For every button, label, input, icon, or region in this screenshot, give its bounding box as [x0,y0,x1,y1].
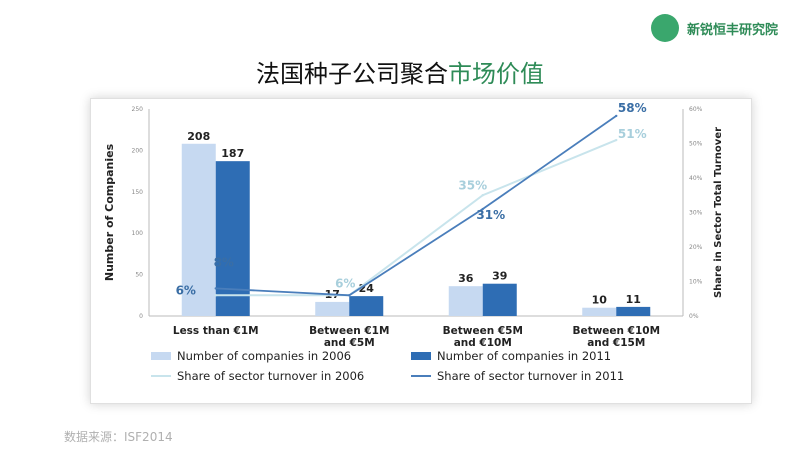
brand-logo: 新锐恒丰研究院 [650,14,778,42]
y2-tick-label: 20% [689,244,703,251]
bar-value-label: 10 [592,294,608,307]
series-point [481,207,484,211]
y2-tick-label: 10% [689,279,703,286]
y-tick-label: 100 [132,230,144,237]
line-value-label: 51% [618,127,647,141]
y-tick-label: 150 [132,189,144,196]
x-tick-label: and €15M [587,337,645,349]
x-tick-label: Between €5M [443,325,523,337]
y2-tick-label: 30% [689,210,703,217]
legend-label: Share of sector turnover in 2006 [177,369,364,383]
bar-value-label: 39 [492,270,507,283]
y2-axis-title: Share in Sector Total Turnover [713,127,724,298]
bar [215,161,250,316]
bar-value-label: 11 [626,293,641,306]
bar [181,143,216,316]
series-point [481,194,484,197]
bar [315,301,350,316]
line-value-label: 6% [176,283,196,297]
y2-tick-label: 0% [689,313,699,320]
series-line [215,139,617,297]
source-note: 数据来源：ISF2014 [64,430,173,444]
legend-swatch [151,352,171,360]
x-tick-label: and €5M [324,337,375,349]
bar-value-label: 187 [221,147,244,160]
series-point [615,114,618,118]
y-tick-label: 250 [132,106,144,113]
x-tick-label: Less than €1M [173,325,259,337]
bar [448,286,483,316]
chart-svg: 0 50 100 150 200 250 0% 10% 20% 30% 40% 50% 60% Numbe… [103,101,724,383]
legend-label: Share of sector turnover in 2011 [437,369,624,383]
page-title-main: 法国种子公司聚合 [256,60,448,88]
y2-tick-label: 60% [689,106,703,113]
legend-label: Number of companies in 2006 [177,349,351,363]
page-title: 法国种子公司聚合市场价值 [0,54,800,89]
series-point [615,138,618,142]
bar-value-label: 208 [187,130,210,143]
x-tick-label: Between €10M [572,325,660,337]
line-value-label: 58% [618,101,647,115]
legend-swatch [411,352,431,360]
y-tick-label: 0 [139,313,143,320]
legend-label: Number of companies in 2011 [437,349,611,363]
brand-circle-icon [650,14,679,42]
y-tick-label: 50 [135,272,143,279]
y2-tick-label: 40% [689,175,703,182]
chart-frame: 0 50 100 150 200 250 0% 10% 20% 30% 40% 50% 60% Numbe… [90,98,752,404]
x-tick-label: Between €1M [309,325,389,337]
y2-tick-label: 50% [689,141,703,148]
x-tick-label: and €10M [454,337,512,349]
brand-name: 新锐恒丰研究院 [686,22,778,38]
series-point [214,287,217,290]
bar [616,306,651,316]
line-value-label: 6% [335,276,355,290]
bar [349,296,384,316]
line-value-label: 35% [458,178,487,192]
line-value-label: 31% [476,208,505,222]
bar-value-label: 36 [458,272,474,285]
series-point [348,294,351,297]
y-tick-label: 200 [132,147,144,154]
bar [482,283,517,316]
page-title-highlight: 市场价值 [448,60,544,88]
series-point [214,294,217,297]
y-axis-title: Number of Companies [103,143,116,281]
bar [582,307,617,316]
line-value-label: 8% [214,255,234,269]
series-line [215,115,617,297]
